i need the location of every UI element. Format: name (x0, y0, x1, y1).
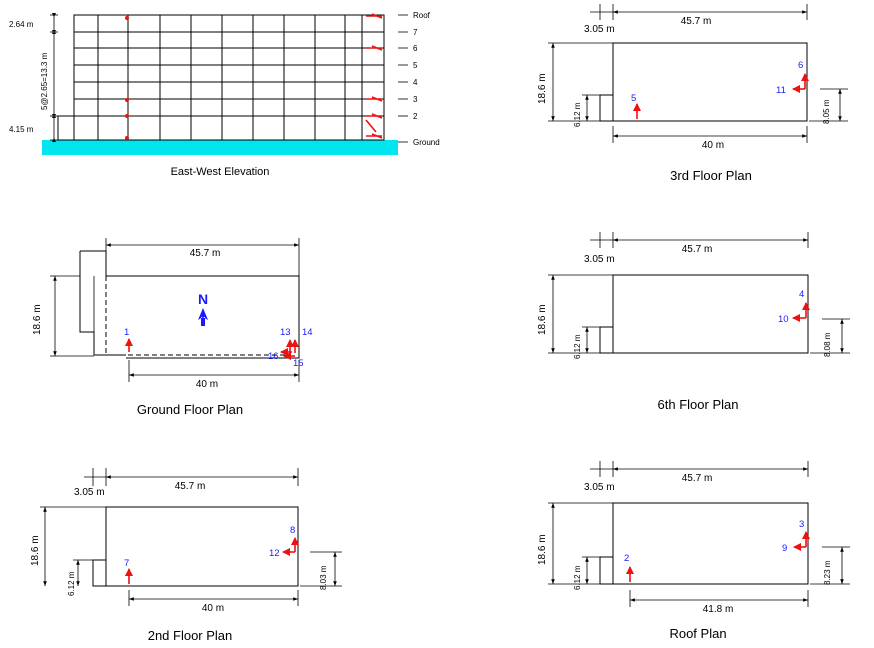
elevation-sensors (125, 13, 383, 140)
second-dim-right: 8.03 m (319, 565, 328, 590)
sixth-dim-right: 8.08 m (823, 332, 832, 357)
sensor-6: 6 (798, 60, 803, 71)
level-ground: Ground (413, 138, 440, 147)
roof-plan-title: Roof Plan (669, 626, 726, 641)
third-plan-title: 3rd Floor Plan (670, 168, 752, 183)
sensor-1: 1 (124, 327, 129, 338)
sensor-10: 10 (778, 314, 789, 325)
sensor-2: 2 (624, 553, 629, 564)
roof-dim-bottom: 41.8 m (703, 604, 734, 615)
level-4: 4 (413, 78, 418, 87)
third-dim-notch: 6.12 m (573, 102, 582, 127)
sensor-9: 9 (782, 543, 787, 554)
third-dim-offset: 3.05 m (584, 24, 615, 35)
sixth-dim-length: 45.7 m (682, 244, 713, 255)
ground-strip (42, 140, 398, 155)
ground-dim-bottom: 40 m (196, 379, 218, 390)
second-plan-title: 2nd Floor Plan (148, 628, 233, 643)
sensor-16: 16 (268, 351, 279, 362)
sixth-dim-offset: 3.05 m (584, 254, 615, 265)
sensor-11: 11 (776, 85, 786, 96)
level-labels: Roof 7 6 5 4 3 2 Ground (398, 11, 440, 147)
sensor-4: 4 (799, 289, 804, 300)
dim-top-label: 2.64 m (9, 20, 34, 29)
sensor-5: 5 (631, 93, 636, 104)
third-dim-bottom: 40 m (702, 140, 724, 151)
level-roof: Roof (413, 11, 431, 20)
second-outline (105, 506, 299, 587)
level-6: 6 (413, 44, 418, 53)
second-dim-width: 18.6 m (30, 535, 41, 566)
sixth-dim-width: 18.6 m (537, 304, 548, 335)
roof-dim-right: 8.23 m (823, 560, 832, 585)
level-5: 5 (413, 61, 418, 70)
sensor-13: 13 (280, 327, 291, 338)
elevation-left-dimensions: 2.64 m 5@2.65=13.3 m 4.15 m (9, 13, 58, 142)
elevation-title: East-West Elevation (171, 166, 270, 178)
sensor-3: 3 (799, 519, 804, 530)
second-dim-offset: 3.05 m (74, 487, 105, 498)
sensor-7: 7 (124, 558, 129, 569)
ground-dim-length: 45.7 m (190, 248, 221, 259)
sensor-15: 15 (293, 358, 304, 369)
ground-plan-title: Ground Floor Plan (137, 402, 243, 417)
sensor-12: 12 (269, 548, 280, 559)
third-dim-right: 8.05 m (822, 99, 831, 124)
north-label: N (198, 291, 208, 307)
elevation-view: 2.64 m 5@2.65=13.3 m 4.15 m Roof 7 6 5 4… (9, 11, 440, 178)
north-arrow-icon (198, 308, 208, 326)
second-dim-notch: 6.12 m (67, 571, 76, 596)
second-dim-length: 45.7 m (175, 481, 206, 492)
level-7: 7 (413, 28, 418, 37)
third-dim-width: 18.6 m (537, 73, 548, 104)
roof-dim-length: 45.7 m (682, 473, 713, 484)
podium (57, 115, 75, 141)
ground-outline-left (79, 251, 126, 356)
roof-outline (612, 502, 809, 585)
level-3: 3 (413, 95, 418, 104)
sixth-outline (612, 274, 809, 354)
third-floor-plan: 3.05 m 45.7 m 18.6 m 6.12 m 8.05 m 40 m … (537, 4, 848, 183)
level-2: 2 (413, 112, 418, 121)
sensor-14: 14 (302, 327, 313, 338)
roof-dim-width: 18.6 m (537, 534, 548, 565)
roof-plan: 3.05 m 45.7 m 18.6 m 6.12 m 8.23 m 41.8 … (537, 461, 850, 641)
second-floor-plan: 3.05 m 45.7 m 18.6 m 6.12 m 8.03 m 40 m … (30, 468, 342, 643)
sixth-floor-plan: 3.05 m 45.7 m 18.6 m 6.12 m 8.08 m 4 10 … (537, 232, 850, 412)
sixth-dim-notch: 6.12 m (573, 334, 582, 359)
ground-outline (80, 250, 300, 359)
sixth-plan-title: 6th Floor Plan (658, 397, 739, 412)
ground-floor-plan: 45.7 m 18.6 m 40 m N 1 13 14 15 16 Groun… (32, 238, 313, 417)
sensor-8: 8 (290, 525, 295, 536)
roof-dim-offset: 3.05 m (584, 482, 615, 493)
dim-middle-label: 5@2.65=13.3 m (40, 52, 49, 110)
third-outline (612, 42, 808, 122)
ground-dim-width: 18.6 m (32, 304, 43, 335)
dim-bottom-label: 4.15 m (9, 125, 34, 134)
roof-dim-notch: 6.12 m (573, 565, 582, 590)
building-frame (58, 14, 385, 141)
third-dim-length: 45.7 m (681, 16, 712, 27)
second-dim-bottom: 40 m (202, 603, 224, 614)
